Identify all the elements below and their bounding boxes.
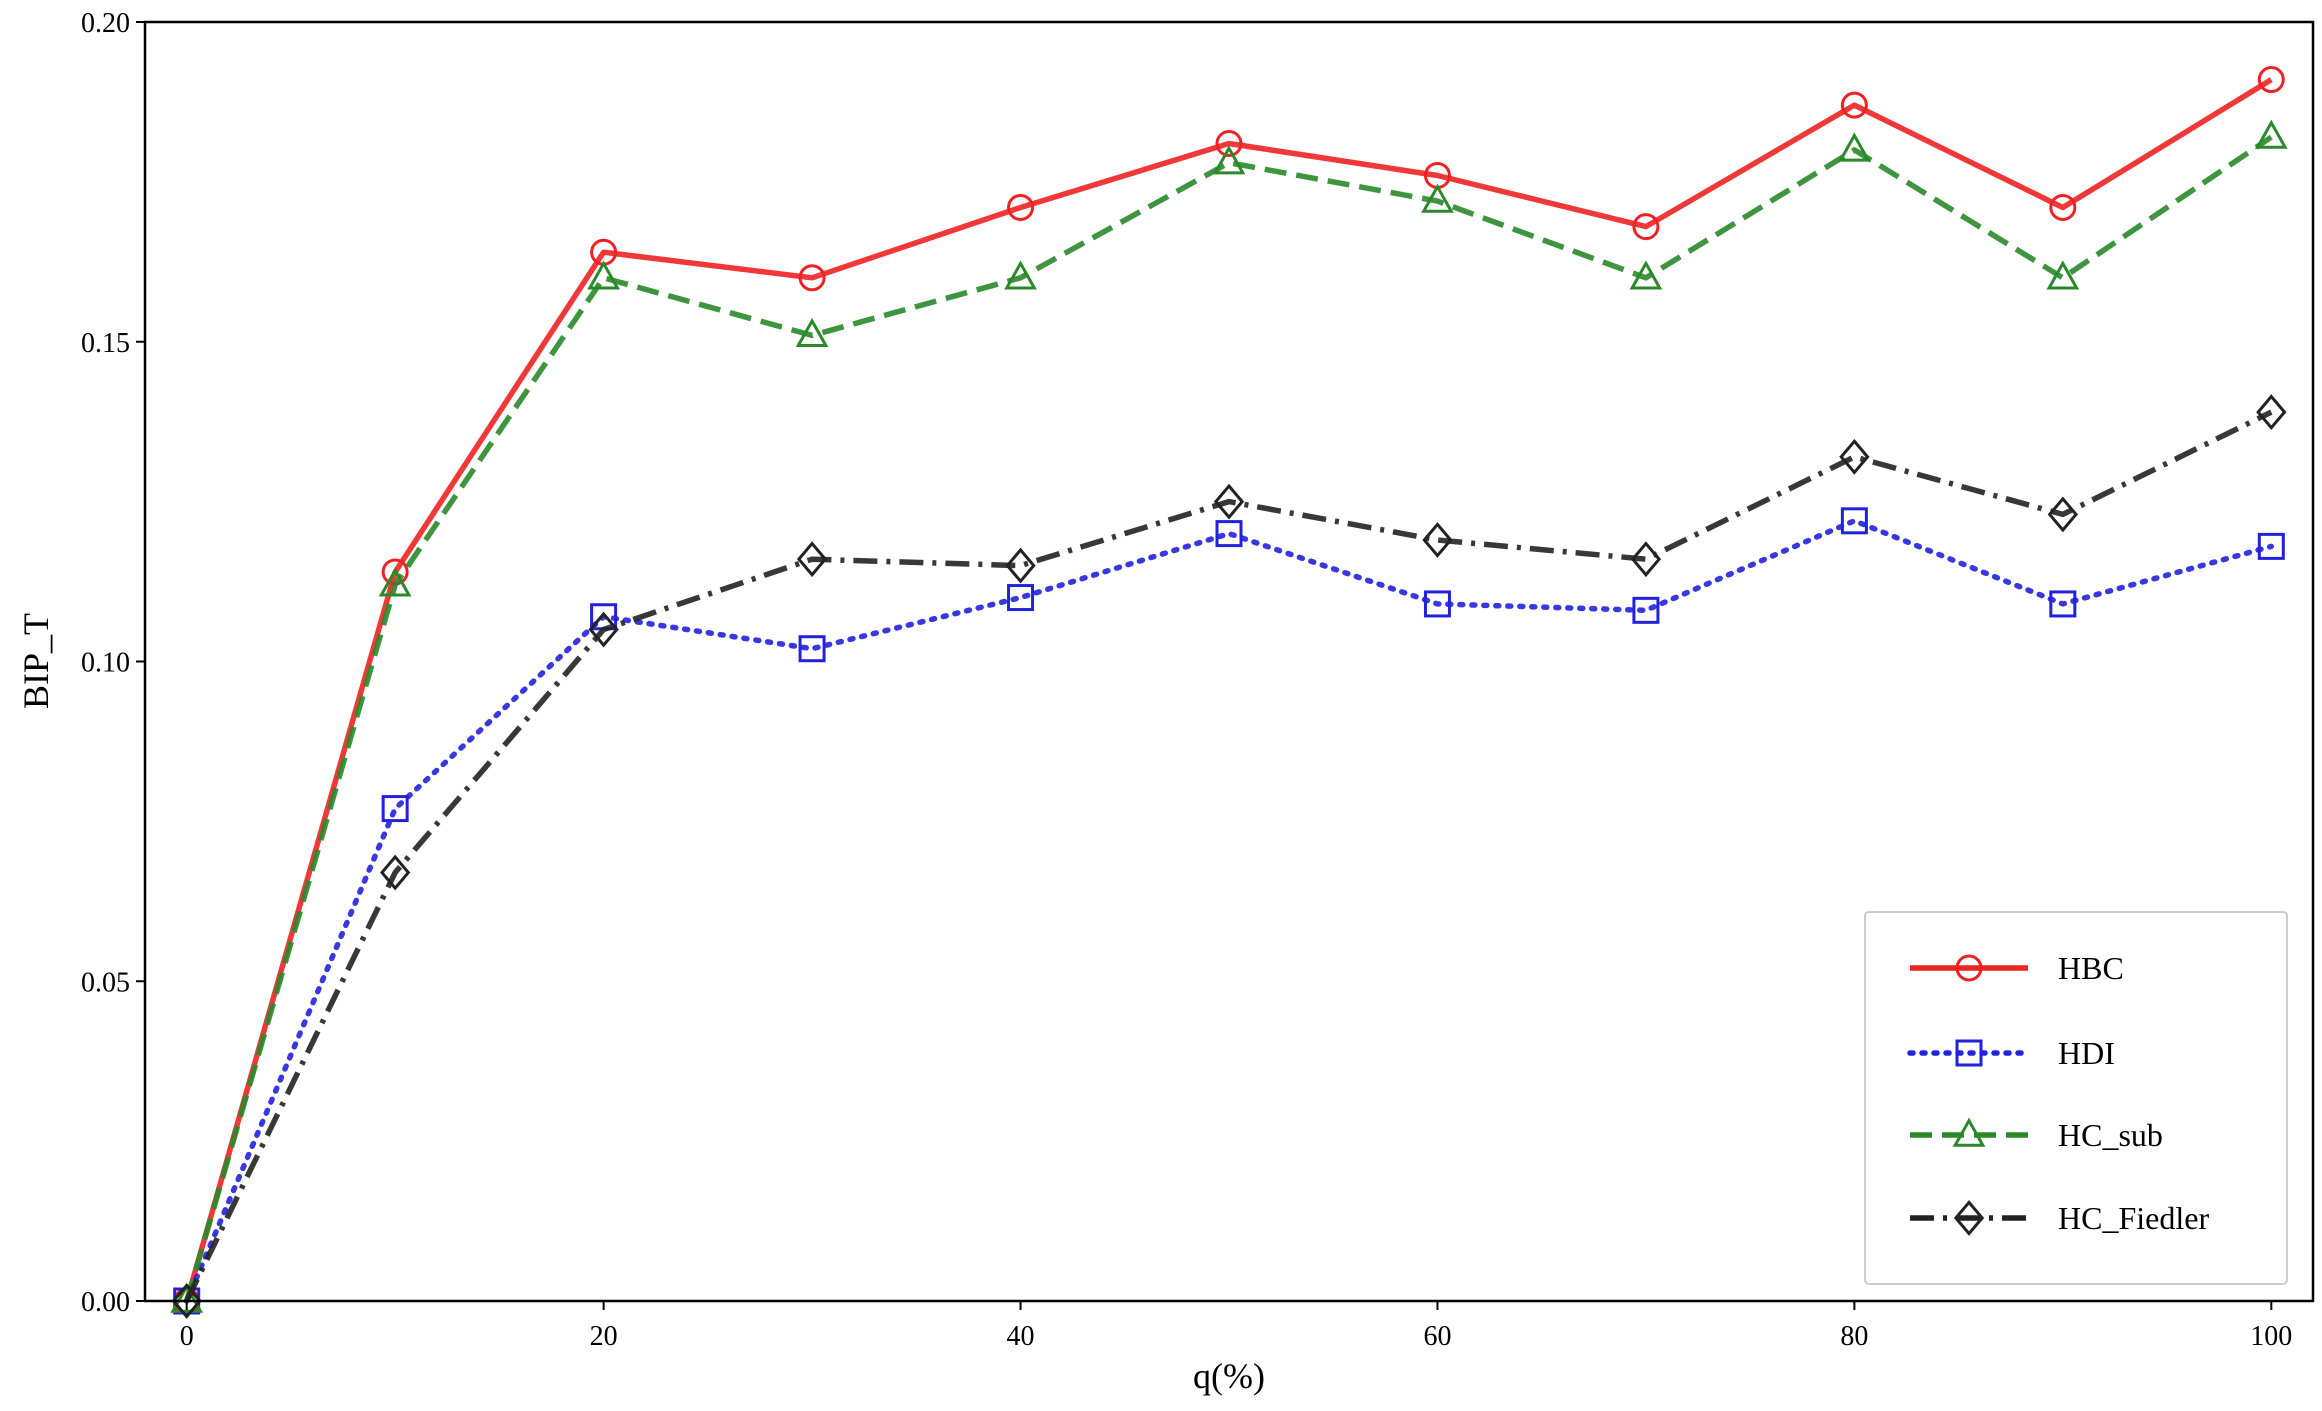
series-hc-sub	[170, 119, 2288, 1313]
data-point	[378, 567, 412, 597]
data-point	[1632, 213, 1660, 241]
x-tick-label: 0	[180, 1321, 194, 1352]
data-point	[170, 1283, 204, 1313]
y-tick-label: 0.05	[81, 967, 130, 998]
data-point	[379, 854, 411, 891]
legend-label: HC_Fiedler	[2058, 1200, 2209, 1236]
data-point	[1955, 954, 1983, 982]
data-point	[1630, 541, 1662, 578]
data-point	[795, 317, 829, 348]
data-point	[2256, 394, 2287, 431]
data-point	[588, 611, 619, 648]
data-point	[1423, 590, 1451, 618]
series-layer	[170, 66, 2288, 1319]
data-point	[1629, 260, 1663, 290]
data-point	[2254, 119, 2288, 149]
data-point	[1421, 183, 1454, 213]
data-point	[1839, 438, 1870, 475]
legend-label: HBC	[2058, 950, 2124, 986]
data-point	[1007, 193, 1035, 221]
x-tick-label: 60	[1423, 1321, 1451, 1352]
x-tick-label: 100	[2250, 1321, 2292, 1352]
data-point	[798, 264, 826, 292]
data-point	[1840, 507, 1868, 535]
data-point	[587, 260, 620, 290]
data-point	[171, 1283, 202, 1319]
y-tick-label: 0.00	[81, 1287, 130, 1318]
data-point	[1213, 483, 1245, 520]
legend-label: HDI	[2058, 1035, 2115, 1071]
data-point	[1212, 145, 1246, 175]
series-hdi	[173, 507, 2285, 1315]
data-point	[1004, 260, 1037, 290]
data-point	[1005, 547, 1036, 584]
y-axis: 0.00 0.05 0.10 0.15 0.20	[81, 8, 145, 1318]
data-point	[2049, 193, 2077, 221]
data-point	[381, 795, 409, 823]
x-tick-label: 20	[590, 1321, 618, 1352]
y-tick-label: 0.15	[81, 328, 130, 359]
data-point	[1007, 584, 1035, 612]
data-point	[2257, 66, 2285, 94]
x-tick-label: 80	[1840, 1321, 1868, 1352]
data-point	[1215, 520, 1243, 548]
legend-label: HC_sub	[2058, 1117, 2163, 1153]
series-line	[184, 409, 2273, 1303]
data-point	[1215, 130, 1243, 158]
data-point	[1955, 1039, 1983, 1067]
data-point	[1838, 132, 1871, 162]
data-point	[1952, 1117, 1986, 1147]
data-point	[1840, 91, 1868, 119]
x-axis-label: q(%)	[1193, 1356, 1265, 1396]
series-line	[184, 134, 2273, 1302]
data-point	[1632, 596, 1660, 624]
y-tick-label: 0.20	[81, 8, 130, 39]
y-tick-label: 0.10	[81, 648, 130, 679]
x-tick-label: 40	[1007, 1321, 1035, 1352]
data-point	[2046, 260, 2080, 290]
data-point	[2047, 496, 2079, 533]
data-point	[2257, 532, 2285, 560]
series-line	[183, 518, 2275, 1304]
data-point	[1422, 522, 1453, 558]
data-point	[796, 541, 828, 578]
legend: HBC HDI HC_sub HC_Fiedler	[1864, 911, 2288, 1285]
series-line	[184, 77, 2273, 1302]
data-point	[2049, 590, 2077, 618]
legend-frame	[1864, 911, 2288, 1285]
x-axis: 0 20 40 60 80 100	[180, 1301, 2292, 1352]
series-hc-fiedler	[171, 394, 2287, 1319]
y-axis-label: BIP_T	[16, 613, 56, 709]
data-point	[798, 635, 826, 663]
data-point	[1953, 1200, 1985, 1236]
